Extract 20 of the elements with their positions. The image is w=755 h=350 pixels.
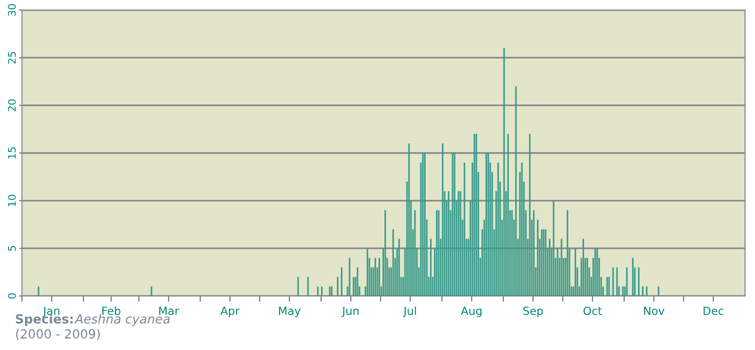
x-tick-label: Aug xyxy=(460,306,482,318)
y-tick-label: 0 xyxy=(8,293,16,299)
x-tick-label: Nov xyxy=(644,306,664,316)
text: (2000 - 2009) xyxy=(16,328,100,340)
x-tick-label: Oct xyxy=(583,306,602,316)
x-tick-label: Apr xyxy=(220,306,240,318)
x-tick-label: Jul xyxy=(402,306,416,318)
text: Aeshna cyanea xyxy=(74,314,170,326)
x-tick-label: Jun xyxy=(342,306,359,318)
y-tick-label: 25 xyxy=(8,52,16,64)
x-tick-label: Mar xyxy=(159,306,180,316)
x-tick-label: Sep xyxy=(523,306,543,318)
y-tick-label: 5 xyxy=(8,246,16,251)
x-tick-label: Feb xyxy=(102,306,120,316)
y-tick-label: 30 xyxy=(8,4,16,16)
x-tick-label: May xyxy=(279,306,301,318)
y-tick-label: 10 xyxy=(8,194,16,206)
x-tick-label: Dec xyxy=(704,306,724,316)
y-tick-label: 15 xyxy=(8,147,16,158)
y-tick-label: 20 xyxy=(8,99,16,112)
